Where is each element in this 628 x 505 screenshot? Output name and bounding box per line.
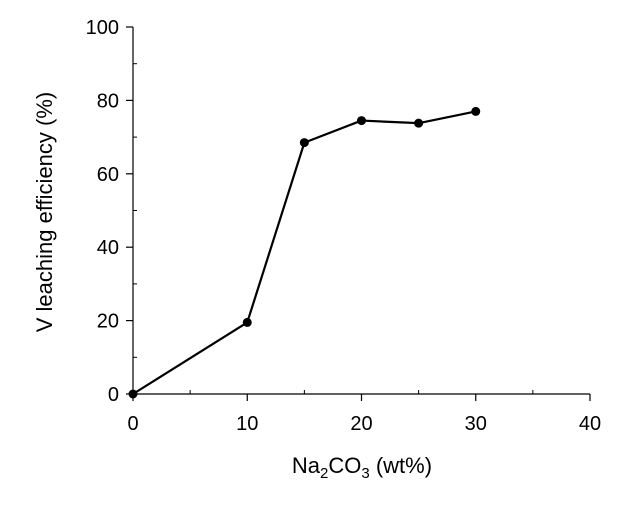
x-axis-title-part: Na [292, 453, 321, 478]
y-tick-label: 0 [108, 384, 119, 406]
x-tick-label: 20 [350, 413, 372, 435]
x-tick-label: 10 [236, 413, 258, 435]
x-tick-label: 30 [465, 413, 487, 435]
y-tick-label: 40 [97, 237, 119, 259]
x-axis-title-subscript: 2 [320, 465, 328, 482]
x-axis-title-part: (wt%) [370, 453, 432, 478]
x-axis-title-subscript: 3 [361, 465, 369, 482]
data-point [299, 138, 309, 148]
axes [132, 27, 590, 395]
series-line [132, 110, 476, 395]
ticks: 0 20 40 60 80 100 0 10 20 30 40 [86, 17, 602, 435]
data-point [242, 317, 252, 327]
x-tick-label: 0 [127, 413, 138, 435]
y-tick-label: 20 [97, 311, 119, 333]
series [128, 106, 481, 399]
data-point [414, 118, 424, 128]
data-point [357, 116, 366, 126]
x-axis-title: Na2CO3 (wt%) [292, 453, 432, 482]
y-axis-title: V leaching efficiency (%) [32, 92, 57, 333]
y-tick-label: 60 [97, 164, 119, 186]
x-tick-label: 40 [579, 413, 601, 435]
x-axis-title-part: CO [328, 453, 361, 478]
data-point [128, 389, 138, 399]
data-point [471, 106, 481, 116]
y-tick-label: 100 [86, 17, 119, 39]
y-tick-label: 80 [97, 90, 119, 112]
